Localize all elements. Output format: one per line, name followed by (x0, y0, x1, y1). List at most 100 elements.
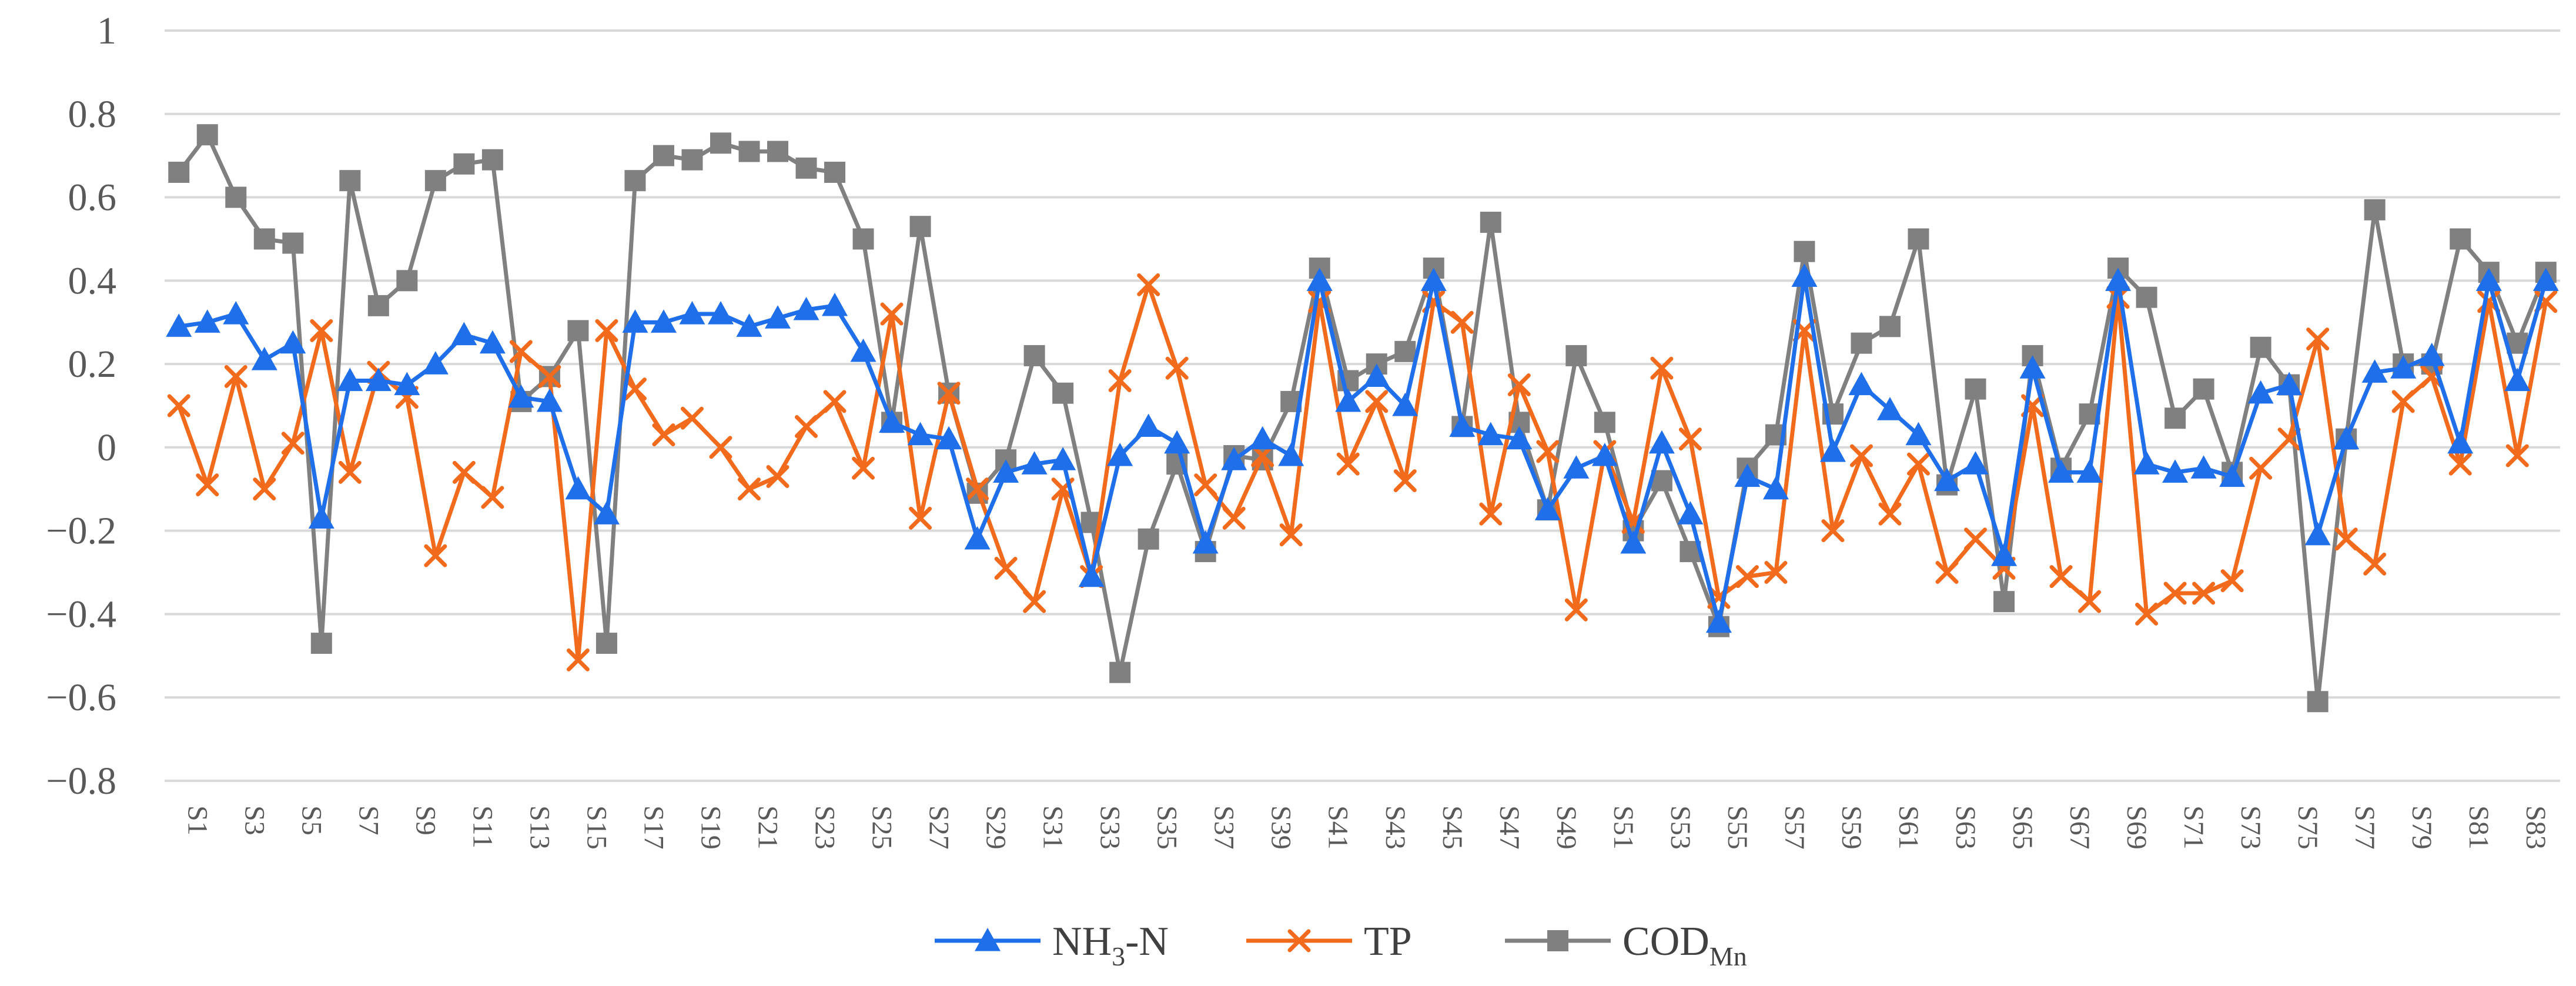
data-point-triangle (479, 330, 506, 354)
data-point-triangle (251, 347, 277, 370)
data-point-triangle (2475, 268, 2502, 291)
data-point-triangle (2019, 355, 2046, 379)
data-point-x (509, 340, 533, 363)
x-tick-label: S59 (1836, 805, 1867, 850)
data-point-triangle (1135, 413, 1162, 437)
data-point-triangle (2162, 459, 2189, 483)
series-line (177, 132, 2548, 704)
data-point-triangle (536, 388, 563, 412)
data-point-triangle (2447, 430, 2474, 454)
data-point-triangle (1449, 413, 1476, 437)
data-point-x (652, 423, 675, 447)
data-point-x (424, 544, 447, 567)
data-point-x (1479, 502, 1503, 526)
data-point-square (1565, 345, 1587, 366)
data-point-triangle (508, 384, 534, 408)
data-point-square (567, 320, 589, 342)
x-tick-label: S45 (1437, 805, 1468, 850)
y-tick-label: 0.6 (68, 176, 117, 219)
data-point-triangle (679, 301, 705, 325)
x-tick-label: S73 (2235, 805, 2266, 850)
data-point-x (1536, 440, 1560, 463)
x-tick-label: S67 (2064, 805, 2095, 850)
data-point-triangle (707, 301, 734, 325)
x-tick-label: S33 (1095, 805, 1126, 850)
x-tick-label: S75 (2292, 805, 2323, 850)
data-point-triangle (1991, 543, 2018, 566)
data-point-triangle (194, 309, 220, 333)
data-point-x (452, 460, 476, 484)
data-point-triangle (1962, 451, 1989, 474)
data-point-triangle (1164, 430, 1190, 454)
data-point-square (681, 149, 703, 171)
data-point-triangle (394, 372, 420, 396)
data-point-triangle (451, 322, 477, 346)
data-point-x (880, 302, 904, 326)
data-point-triangle (1078, 563, 1105, 587)
data-point-triangle (1705, 609, 1732, 633)
data-point-x (1023, 590, 1046, 613)
data-point-triangle (2076, 459, 2103, 483)
legend: NH3-N TP CODMn (935, 919, 1747, 971)
data-point-x (1821, 519, 1845, 543)
x-tick-label: S47 (1494, 805, 1525, 850)
data-point-x (795, 415, 818, 438)
data-point-triangle (1876, 397, 1903, 420)
data-point-triangle (2390, 355, 2417, 379)
x-tick-label: S51 (1608, 805, 1639, 850)
x-tick-label: S27 (924, 805, 955, 850)
data-point-triangle (365, 367, 392, 392)
data-point-square (2136, 286, 2157, 308)
x-tick-label: S41 (1323, 805, 1354, 850)
data-point-triangle (765, 305, 791, 329)
data-point-square (225, 186, 247, 208)
data-point-triangle (2418, 342, 2445, 366)
legend-label: NH3-N (1052, 919, 1169, 971)
data-point-triangle (793, 296, 819, 320)
series-nh3-n (166, 263, 2559, 633)
data-point-square (1109, 661, 1131, 683)
data-point-triangle (1506, 426, 1533, 450)
data-point-triangle (1420, 268, 1447, 291)
data-point-triangle (1933, 467, 1960, 492)
data-point-x (1165, 356, 1189, 380)
data-point-triangle (422, 351, 449, 375)
data-point-square (909, 216, 931, 238)
data-point-square (710, 132, 731, 154)
data-point-triangle (1050, 447, 1076, 470)
legend-item: NH3-N (935, 919, 1169, 971)
x-tick-label: S15 (581, 805, 612, 850)
data-point-x (1564, 598, 1588, 621)
data-point-x (1764, 561, 1788, 584)
data-point-square (367, 295, 389, 316)
data-point-triangle (1306, 268, 1333, 291)
data-point-triangle (2333, 426, 2360, 450)
x-tick-label: S31 (1038, 805, 1069, 850)
x-tick-label: S1 (182, 805, 213, 835)
data-point-triangle (2532, 268, 2559, 291)
data-point-triangle (2276, 372, 2303, 396)
data-point-x (253, 477, 276, 501)
data-point-x (1878, 502, 1902, 526)
data-point-x (1735, 565, 1759, 589)
series-layer (166, 124, 2559, 713)
x-tick-label: S63 (1950, 805, 1981, 850)
x-tick-label: S65 (2007, 805, 2038, 850)
data-point-triangle (1249, 426, 1276, 450)
y-tick-label: −0.4 (46, 593, 116, 636)
data-point-triangle (593, 501, 620, 524)
data-point-x (737, 477, 761, 501)
data-point-x (1935, 561, 1959, 584)
data-point-triangle (1648, 430, 1675, 454)
data-point-x (2391, 390, 2415, 413)
x-tick-label: S81 (2463, 805, 2494, 850)
x-tick-label: S21 (752, 805, 783, 850)
x-tick-label: S49 (1551, 805, 1582, 850)
data-point-triangle (1192, 530, 1219, 554)
x-tick-label: S83 (2520, 805, 2551, 850)
data-point-triangle (223, 301, 249, 325)
data-point-square (1965, 378, 1986, 400)
data-point-x (909, 506, 932, 530)
data-point-square (2164, 407, 2186, 429)
data-point-x (1678, 427, 1702, 451)
